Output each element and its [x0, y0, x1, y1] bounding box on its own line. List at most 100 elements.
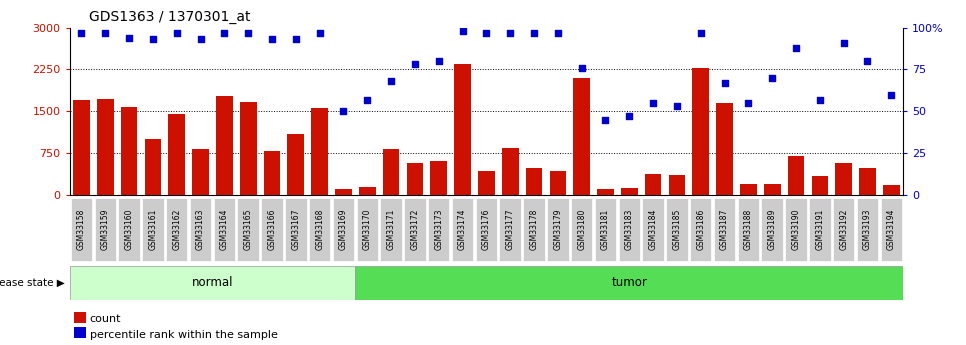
Bar [571, 198, 592, 261]
Text: GSM33186: GSM33186 [696, 209, 705, 250]
Bar [668, 175, 685, 195]
Point [312, 30, 327, 36]
Text: GSM33178: GSM33178 [529, 209, 538, 250]
Bar [740, 184, 756, 195]
Bar [264, 151, 280, 195]
Text: GSM33159: GSM33159 [100, 209, 110, 250]
Bar [738, 198, 759, 261]
Bar [883, 186, 899, 195]
Bar [693, 68, 709, 195]
Bar [407, 162, 423, 195]
Text: GSM33169: GSM33169 [339, 209, 348, 250]
Text: GSM33184: GSM33184 [648, 209, 658, 250]
Text: GSM33158: GSM33158 [77, 209, 86, 250]
Text: GSM33177: GSM33177 [505, 209, 515, 250]
Point [693, 30, 708, 36]
Bar [573, 78, 590, 195]
Text: GSM33161: GSM33161 [149, 209, 157, 250]
Bar [690, 198, 712, 261]
Bar [383, 149, 400, 195]
Point [645, 100, 661, 106]
Bar [761, 198, 782, 261]
Point [431, 58, 446, 64]
Point [359, 97, 375, 102]
Text: GSM33176: GSM33176 [482, 209, 491, 250]
Bar [213, 198, 235, 261]
Point [550, 30, 565, 36]
Text: GSM33166: GSM33166 [268, 209, 276, 250]
Text: GSM33168: GSM33168 [315, 209, 325, 250]
Text: disease state ▶: disease state ▶ [0, 278, 65, 288]
Text: GSM33172: GSM33172 [411, 209, 419, 250]
Text: GSM33165: GSM33165 [243, 209, 253, 250]
Text: GDS1363 / 1370301_at: GDS1363 / 1370301_at [89, 10, 250, 24]
Text: GSM33193: GSM33193 [863, 209, 872, 250]
Text: tumor: tumor [611, 276, 647, 289]
Bar [288, 134, 304, 195]
Text: GSM33187: GSM33187 [720, 209, 729, 250]
Text: GSM33170: GSM33170 [363, 209, 372, 250]
Text: GSM33181: GSM33181 [601, 209, 610, 250]
Bar [359, 187, 376, 195]
Bar [810, 198, 831, 261]
Point [812, 97, 828, 102]
Point [73, 30, 89, 36]
Bar [119, 198, 140, 261]
Point [408, 62, 423, 67]
Bar [811, 176, 828, 195]
Bar [71, 198, 92, 261]
Bar [332, 198, 355, 261]
Point [455, 28, 470, 34]
Bar [478, 171, 495, 195]
Bar [502, 148, 519, 195]
Bar [787, 156, 805, 195]
Bar [526, 168, 542, 195]
Bar [716, 103, 733, 195]
Bar [833, 198, 854, 261]
Point [145, 37, 160, 42]
Point [717, 80, 732, 86]
Bar [857, 198, 878, 261]
Text: GSM33189: GSM33189 [768, 209, 777, 250]
Bar [311, 108, 328, 195]
Point [741, 100, 756, 106]
Bar [881, 198, 902, 261]
Text: count: count [90, 314, 122, 324]
Bar [859, 168, 876, 195]
Text: GSM33167: GSM33167 [292, 209, 300, 250]
Point [788, 45, 804, 50]
Text: GSM33171: GSM33171 [386, 209, 396, 250]
Bar [452, 198, 473, 261]
Bar [597, 189, 613, 195]
Bar [785, 198, 807, 261]
Text: GSM33185: GSM33185 [672, 209, 681, 250]
Bar [261, 198, 283, 261]
Point [502, 30, 518, 36]
Bar [168, 114, 185, 195]
Text: GSM33160: GSM33160 [125, 209, 133, 250]
Bar [238, 198, 259, 261]
Bar [764, 184, 781, 195]
Point [265, 37, 280, 42]
Point [336, 108, 352, 114]
Text: GSM33174: GSM33174 [458, 209, 468, 250]
Bar [381, 198, 402, 261]
Text: normal: normal [191, 276, 233, 289]
Point [574, 65, 589, 70]
Point [836, 40, 851, 46]
Bar [524, 198, 545, 261]
Bar [166, 198, 187, 261]
Bar [667, 198, 688, 261]
Text: GSM33162: GSM33162 [172, 209, 182, 250]
Bar [309, 198, 330, 261]
Bar [335, 189, 352, 195]
Bar [192, 149, 209, 195]
Bar [499, 198, 521, 261]
Point [479, 30, 495, 36]
Bar [836, 163, 852, 195]
Bar [121, 107, 137, 195]
Bar [240, 102, 257, 195]
Point [169, 30, 185, 36]
Point [122, 35, 137, 40]
Text: GSM33163: GSM33163 [196, 209, 205, 250]
